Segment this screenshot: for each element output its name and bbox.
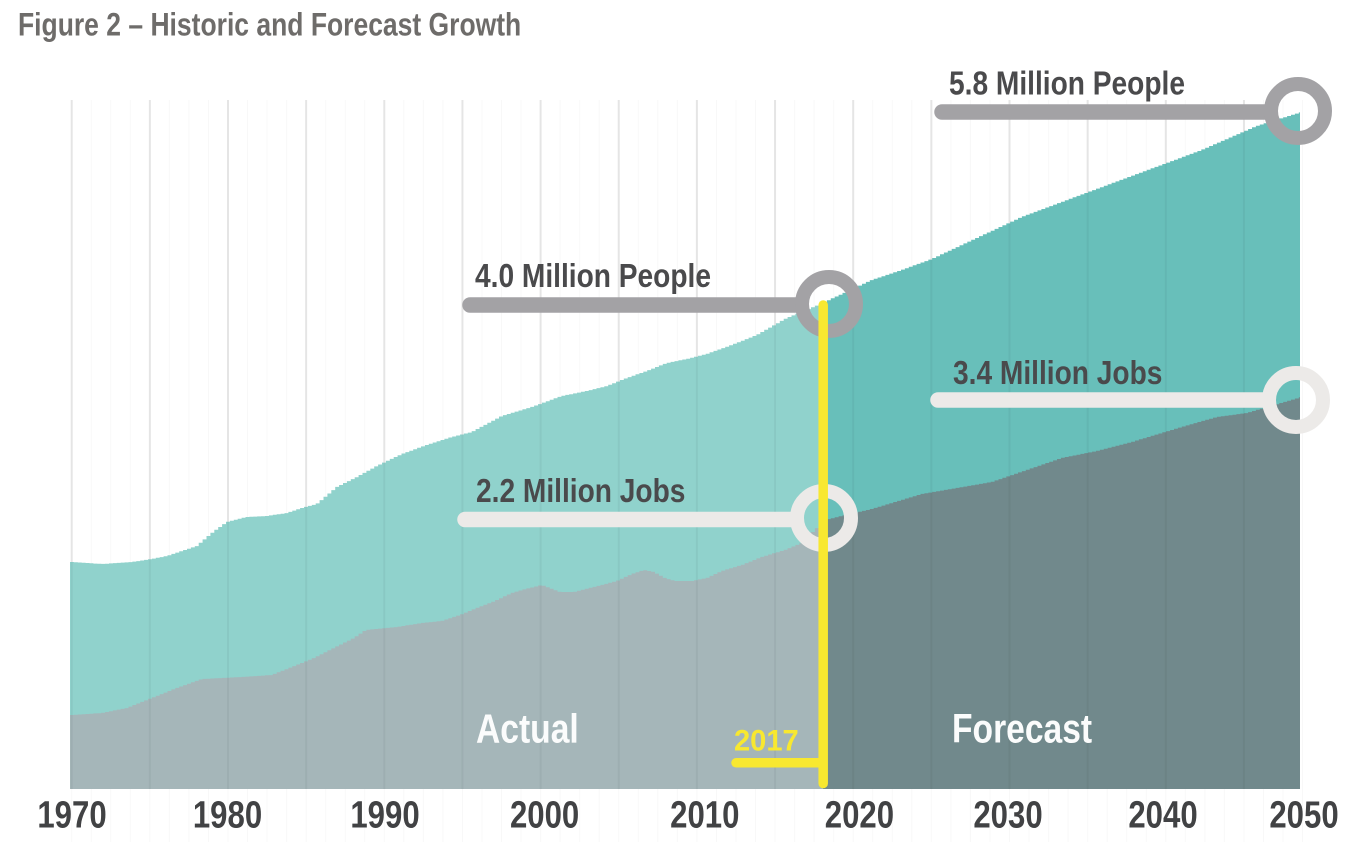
svg-text:2050: 2050 xyxy=(1269,795,1338,837)
svg-text:Actual: Actual xyxy=(476,705,579,751)
svg-text:2010: 2010 xyxy=(670,795,739,837)
svg-text:3.4 Million Jobs: 3.4 Million Jobs xyxy=(953,354,1162,392)
svg-text:1970: 1970 xyxy=(37,795,106,837)
svg-text:1980: 1980 xyxy=(193,795,262,837)
svg-text:2.2 Million Jobs: 2.2 Million Jobs xyxy=(476,472,685,510)
svg-text:2020: 2020 xyxy=(825,795,894,837)
svg-text:5.8 Million People: 5.8 Million People xyxy=(949,64,1185,102)
svg-text:2030: 2030 xyxy=(973,795,1042,837)
svg-text:1990: 1990 xyxy=(350,795,419,837)
svg-text:4.0 Million People: 4.0 Million People xyxy=(475,257,711,295)
svg-text:Forecast: Forecast xyxy=(952,705,1093,751)
svg-text:2017: 2017 xyxy=(734,724,799,757)
svg-text:Figure 2 – Historic and Foreca: Figure 2 – Historic and Forecast Growth xyxy=(18,7,521,43)
svg-text:2000: 2000 xyxy=(510,795,579,837)
svg-text:2040: 2040 xyxy=(1128,795,1197,837)
